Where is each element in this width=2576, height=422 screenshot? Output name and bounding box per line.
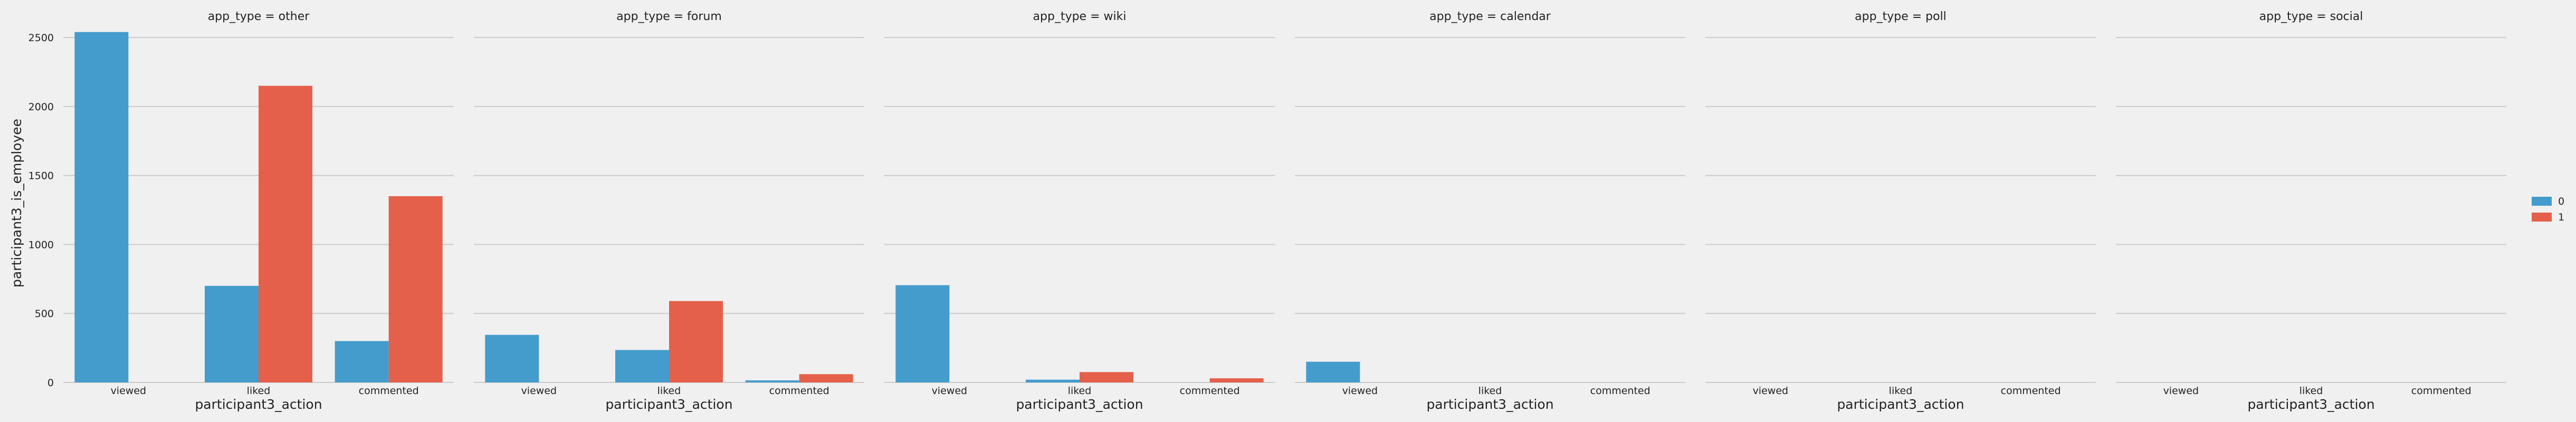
x-axis-label: participant3_action [1837, 397, 1964, 412]
x-axis-label: participant3_action [195, 397, 322, 412]
bar-0-commented [335, 341, 389, 382]
y-tick-label: 1000 [28, 239, 54, 251]
bar-0-liked [205, 285, 259, 382]
legend-swatch [2532, 213, 2552, 222]
bar-0-viewed [1306, 361, 1360, 382]
facet-panel: app_type = other 0 500 1000 1500 2000 2500 view… [28, 10, 454, 412]
facet-panel: app_type = forum viewed liked commented part… [474, 10, 864, 412]
panel-title: app_type = other [208, 10, 310, 23]
bar-1-liked [669, 301, 723, 382]
panel-title: app_type = wiki [1033, 10, 1127, 23]
bar-1-commented [799, 374, 853, 382]
x-tick-label: liked [657, 385, 681, 397]
bar-1-liked [1080, 372, 1133, 382]
panel-title: app_type = calendar [1429, 10, 1551, 23]
panel-title: app_type = poll [1855, 10, 1947, 23]
panel-title: app_type = social [2259, 10, 2363, 23]
legend-swatch [2532, 197, 2552, 206]
legend: 01 [2532, 196, 2564, 223]
bar-0-viewed [895, 285, 950, 382]
x-tick-label: commented [2001, 385, 2061, 397]
x-tick-label: viewed [1342, 385, 1378, 397]
x-tick-label: viewed [2163, 385, 2199, 397]
x-axis-label: participant3_action [1426, 397, 1553, 412]
bar-0-liked [1026, 379, 1080, 382]
y-tick-label: 0 [47, 377, 54, 389]
x-tick-label: viewed [111, 385, 147, 397]
x-tick-label: commented [1180, 385, 1240, 397]
bar-0-liked [615, 350, 669, 382]
x-tick-label: commented [769, 385, 829, 397]
legend-label: 1 [2558, 212, 2564, 223]
x-tick-label: liked [1478, 385, 1502, 397]
legend-label: 0 [2558, 196, 2564, 207]
x-axis-label: participant3_action [605, 397, 732, 412]
facet-panel: app_type = calendar viewed liked commented p… [1295, 10, 1685, 412]
x-tick-label: viewed [1753, 385, 1789, 397]
facet-panel: app_type = poll viewed liked commented parti… [1705, 10, 2096, 412]
x-tick-label: liked [2300, 385, 2323, 397]
x-tick-label: commented [1590, 385, 1650, 397]
bar-1-commented [388, 196, 443, 382]
facet-panels: app_type = other 0 500 1000 1500 2000 2500 view… [28, 10, 2506, 412]
facet-panel: app_type = wiki viewed liked commented parti… [884, 10, 1275, 412]
x-tick-label: commented [359, 385, 419, 397]
x-axis-label: participant3_action [1016, 397, 1143, 412]
bar-0-viewed [74, 32, 129, 382]
x-tick-label: commented [2411, 385, 2472, 397]
bar-1-commented [1209, 378, 1264, 382]
x-tick-label: viewed [521, 385, 557, 397]
x-tick-label: viewed [932, 385, 968, 397]
y-tick-label: 2000 [28, 101, 54, 113]
facet-panel: app_type = social viewed liked commented par… [2116, 10, 2506, 412]
y-tick-label: 2500 [28, 32, 54, 44]
y-axis-label: participant3_is_employee [9, 119, 24, 287]
x-axis-label: participant3_action [2247, 397, 2374, 412]
x-tick-label: liked [1068, 385, 1092, 397]
y-tick-label: 500 [35, 308, 54, 320]
y-tick-label: 1500 [28, 170, 54, 182]
bar-1-liked [259, 85, 312, 382]
panel-title: app_type = forum [616, 10, 722, 23]
x-tick-label: liked [1889, 385, 1913, 397]
x-tick-label: liked [247, 385, 271, 397]
bar-0-viewed [485, 334, 539, 382]
bar-0-commented [745, 380, 799, 382]
